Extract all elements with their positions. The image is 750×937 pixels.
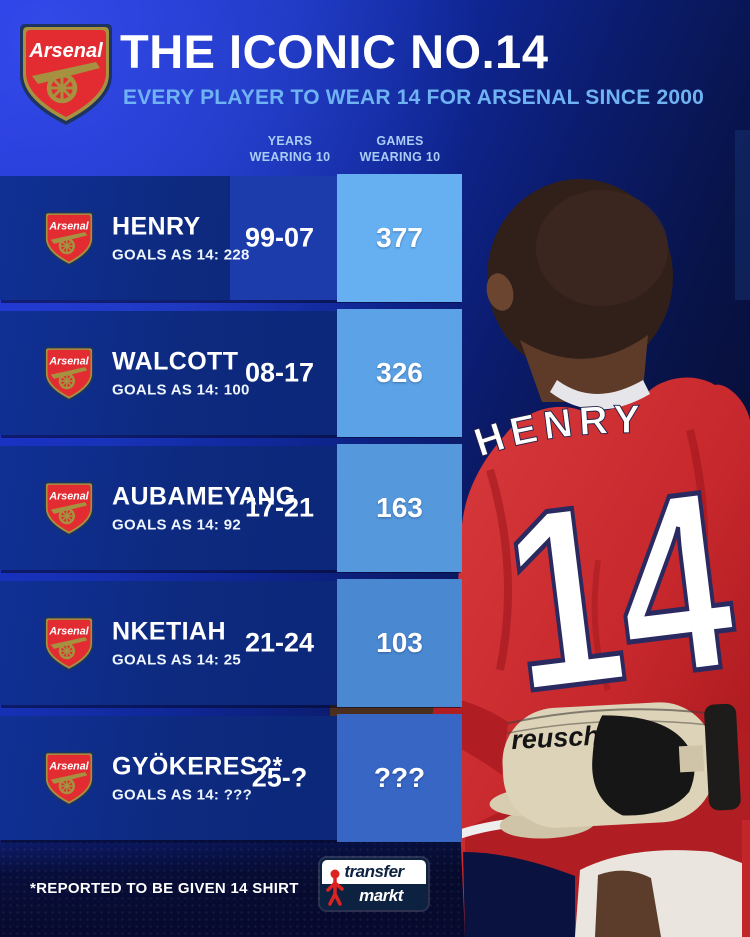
player-info: WALCOTT GOALS AS 14: 100 bbox=[112, 348, 250, 399]
table-row-gyokeres: GYÖKERES?* GOALS AS 14: ??? 25-? ??? bbox=[0, 714, 462, 842]
player-leg bbox=[595, 870, 661, 937]
page-subtitle: EVERY PLAYER TO WEAR 14 FOR ARSENAL SINC… bbox=[123, 86, 705, 109]
player-goals: GOALS AS 14: 228 bbox=[112, 246, 250, 264]
player-goals: GOALS AS 14: 100 bbox=[112, 381, 250, 399]
player-name: GYÖKERES?* bbox=[112, 752, 283, 781]
shirt-number-text: 14 bbox=[492, 437, 746, 746]
games-value: 377 bbox=[337, 174, 462, 302]
player-shorts bbox=[453, 730, 750, 937]
arsenal-crest-icon bbox=[42, 614, 96, 673]
player-head bbox=[486, 179, 673, 402]
years-value: 99-07 bbox=[244, 222, 315, 253]
games-value: 103 bbox=[337, 579, 462, 707]
column-header-games-line2: WEARING 10 bbox=[359, 150, 441, 165]
column-header-games-line1: GAMES bbox=[376, 134, 424, 148]
column-header-years-line1: YEARS bbox=[267, 134, 313, 148]
player-goals: GOALS AS 14: 92 bbox=[112, 516, 241, 534]
years-value: 21-24 bbox=[244, 627, 315, 658]
henry-photo: HENRY 14 reusch bbox=[330, 130, 750, 937]
goalkeeper-glove: reusch bbox=[489, 702, 741, 839]
player-table: HENRY GOALS AS 14: 228 99-07 377 WALCOTT… bbox=[0, 174, 462, 851]
arsenal-crest-icon bbox=[42, 479, 96, 538]
player-name: AUBAMEYANG bbox=[112, 482, 296, 511]
transfermarkt-logo-top: transfer bbox=[322, 860, 426, 884]
transfermarkt-figure-icon bbox=[326, 869, 344, 906]
years-value: 08-17 bbox=[244, 357, 315, 388]
player-name: WALCOTT bbox=[112, 347, 239, 376]
player-info: AUBAMEYANG GOALS AS 14: 92 bbox=[112, 483, 296, 534]
games-value: 326 bbox=[337, 309, 462, 437]
arsenal-crest-icon bbox=[16, 18, 116, 128]
table-row-henry: HENRY GOALS AS 14: 228 99-07 377 bbox=[0, 174, 462, 302]
column-header-years: YEARS WEARING 10 bbox=[228, 133, 352, 166]
years-value: 25-? bbox=[251, 762, 308, 793]
table-row-walcott: WALCOTT GOALS AS 14: 100 08-17 326 bbox=[0, 309, 462, 437]
transfermarkt-logo: transfer markt bbox=[320, 858, 428, 910]
player-info: HENRY GOALS AS 14: 228 bbox=[112, 213, 250, 264]
page-title: THE ICONIC NO.14 bbox=[120, 25, 549, 78]
table-row-aubameyang: AUBAMEYANG GOALS AS 14: 92 17-21 163 bbox=[0, 444, 462, 572]
background-rim bbox=[735, 130, 750, 300]
table-row-nketiah: NKETIAH GOALS AS 14: 25 21-24 103 bbox=[0, 579, 462, 707]
glove-brand-text: reusch bbox=[511, 721, 601, 756]
shirt-collar bbox=[550, 380, 650, 410]
column-header-years-line2: WEARING 10 bbox=[249, 150, 331, 165]
player-goals: GOALS AS 14: 25 bbox=[112, 651, 241, 669]
arsenal-crest-icon bbox=[42, 344, 96, 403]
arsenal-crest-icon bbox=[42, 209, 96, 268]
player-name: HENRY bbox=[112, 212, 201, 241]
player-name: NKETIAH bbox=[112, 617, 226, 646]
player-info: NKETIAH GOALS AS 14: 25 bbox=[112, 618, 241, 669]
years-value: 17-21 bbox=[244, 492, 315, 523]
player-info: GYÖKERES?* GOALS AS 14: ??? bbox=[112, 753, 283, 804]
footnote: *REPORTED TO BE GIVEN 14 SHIRT bbox=[30, 880, 299, 897]
column-header-games: GAMES WEARING 10 bbox=[338, 133, 462, 166]
games-value: ??? bbox=[337, 714, 462, 842]
games-value: 163 bbox=[337, 444, 462, 572]
years-cell-highlight bbox=[230, 176, 337, 300]
arsenal-crest-icon bbox=[42, 749, 96, 808]
player-goals: GOALS AS 14: ??? bbox=[112, 786, 253, 804]
